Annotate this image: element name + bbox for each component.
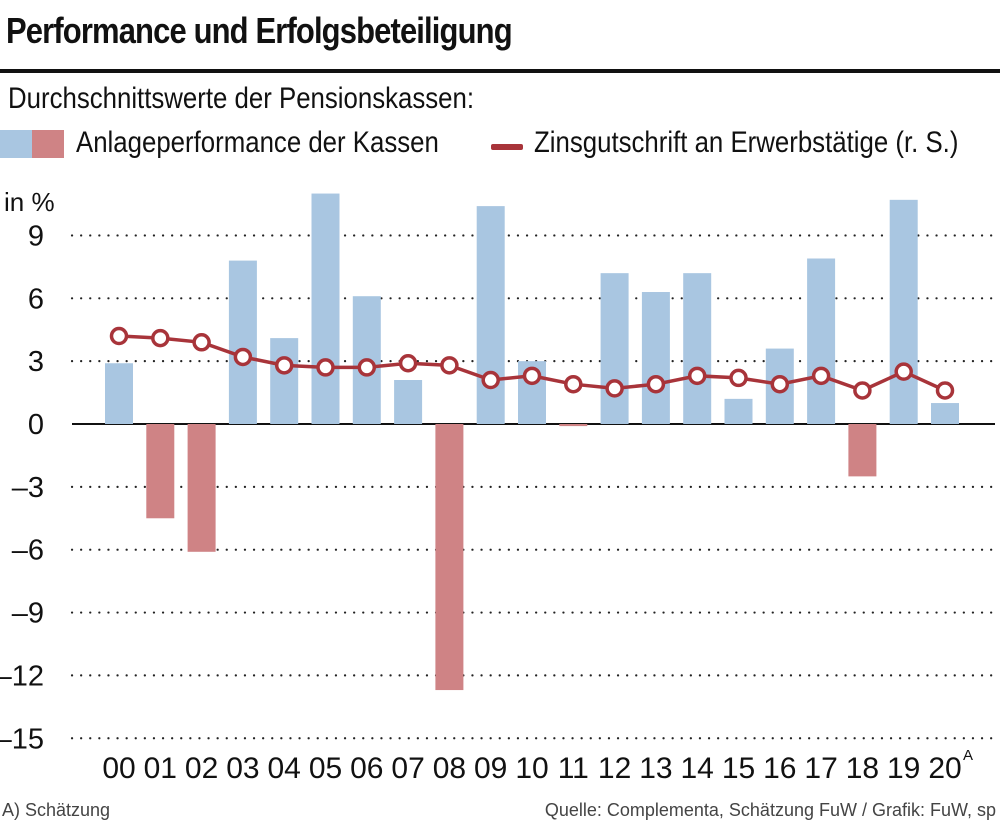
rate-point [687,366,707,386]
bar [641,292,670,424]
rate-point [440,356,459,375]
bar [724,398,753,424]
x-tick-label: 06 [350,752,383,785]
x-tick-label: 20 [928,752,961,785]
y-tick-label: –3 [12,472,44,504]
rate-point [605,379,624,398]
footer-note: A) Schätzung [2,800,111,820]
x-tick-label: 09 [474,752,507,785]
y-tick-label: 9 [28,220,44,252]
rate-point [357,358,377,377]
bar [683,273,712,424]
bar [476,206,505,424]
y-tick-label: –15 [0,723,44,755]
rate-point [316,358,335,377]
chart-canvas: in % 9 6 3 0 –3 –6 –9 –12 –15 00 01 02 03 04 05 06 07 08 0… [0,187,997,785]
bar [105,363,133,424]
y-tick-label: –9 [12,598,44,630]
rate-point [646,374,666,394]
x-tick-label: 07 [391,752,424,785]
x-tick-label: 08 [433,752,466,785]
x-tick-label: 10 [515,752,548,785]
rate-point [274,356,294,375]
y-axis-label: in % [4,187,55,217]
bar [311,193,340,424]
legend-line-swatch [491,144,523,150]
legend-swatch-negative [32,130,64,158]
y-tick-label: –12 [0,660,44,692]
rate-point [853,381,872,400]
bar [270,338,299,424]
y-tick-label: 6 [28,283,44,315]
y-tick-label: 0 [28,409,44,441]
x-tick-label: 11 [558,752,589,785]
rate-point [770,374,790,394]
rate-point [811,366,831,386]
x-tick-label: 04 [268,752,301,785]
bar [187,424,216,552]
x-tick-label: 03 [226,752,259,785]
x-tick-label: 14 [681,752,714,785]
bar [600,273,629,424]
x-tick-label: 18 [846,752,879,785]
x-tick-label: 05 [309,752,342,785]
legend-bars-label: Anlageperformance der Kassen [76,126,439,159]
x-tick-label: 13 [639,752,672,785]
legend-line-label: Zinsgutschrift an Erwerbstätige (r. S.) [534,126,959,159]
rate-point [233,347,253,367]
bar [435,424,464,691]
rate-point [564,374,583,394]
chart-title: Performance und Erfolgsbeteiligung [6,10,513,51]
legend: Anlageperformance der Kassen Zinsgutschr… [0,126,1000,166]
rate-point [398,353,418,373]
y-tick-label: –6 [12,535,44,567]
rate-point [935,381,955,400]
bar [394,380,423,424]
title-rule [0,69,1000,73]
x-tick-label: 16 [763,752,796,785]
footer-source: Quelle: Complementa, Schätzung FuW / Gra… [544,800,996,820]
rate-point [151,328,170,348]
rate-point [192,333,211,352]
bar [889,199,918,424]
rate-point [522,366,542,386]
y-tick-label: 3 [28,346,44,378]
x-tick-label: 01 [144,752,177,785]
rate-point [729,368,748,388]
x-tick-label: 00 [102,752,135,785]
x-tick-label: 15 [722,752,755,785]
x-tick-label: 19 [887,752,920,785]
rate-point [481,370,500,390]
chart-subtitle: Durchschnittswerte der Pensionskassen: [8,82,475,115]
x-tick-label: 02 [185,752,218,785]
bar [807,258,836,424]
x-tick-note: A [963,747,973,764]
bar [848,424,877,477]
x-tick-label: 17 [804,752,837,785]
rate-point [894,362,913,381]
bar [559,424,588,427]
x-tick-label: 12 [598,752,631,785]
bar [228,260,257,424]
bar [931,403,959,424]
rate-point [109,326,129,346]
legend-swatch-positive [0,130,32,158]
bar [146,424,175,519]
